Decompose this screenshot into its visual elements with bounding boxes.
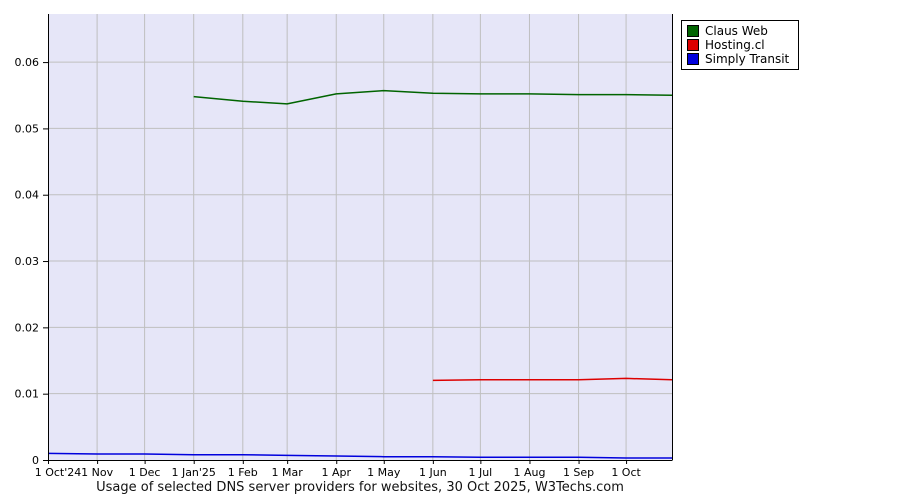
legend-item-simply-transit: Simply Transit — [687, 52, 789, 66]
legend-label: Simply Transit — [705, 52, 790, 66]
x-tick-label: 1 Aug — [513, 466, 545, 479]
plot-background — [48, 14, 672, 460]
x-tick-label: 1 May — [367, 466, 401, 479]
x-tick-label: 1 Oct'24 — [35, 466, 82, 479]
x-tick-label: 1 Dec — [129, 466, 161, 479]
legend-label: Claus Web — [705, 24, 768, 38]
legend-item-claus-web: Claus Web — [687, 24, 789, 38]
series-lines — [47, 89, 673, 459]
x-tick-label: 1 Apr — [321, 466, 351, 479]
chart-title: Usage of selected DNS server providers f… — [96, 480, 624, 495]
series-line-simply-transit — [47, 452, 672, 459]
y-tick-label: 0.04 — [15, 189, 40, 202]
legend-swatch-blue — [687, 53, 699, 65]
y-tick-label: 0.05 — [15, 122, 40, 135]
gridlines — [48, 14, 672, 460]
y-tick-label: 0.01 — [15, 388, 40, 401]
y-tick-label: 0.03 — [15, 255, 40, 268]
series-line-hosting-cl — [432, 377, 673, 382]
x-tick-label: 1 Jun — [419, 466, 447, 479]
series-line-claus-web — [193, 89, 673, 105]
legend-swatch-green — [687, 25, 699, 37]
x-tick-label: 1 Mar — [272, 466, 304, 479]
x-tick-label: 1 Feb — [228, 466, 258, 479]
x-tick-label: 1 Sep — [563, 466, 594, 479]
legend-label: Hosting.cl — [705, 38, 765, 52]
x-tick-label: 1 Jan'25 — [171, 466, 215, 479]
y-tick-label: 0 — [32, 454, 39, 467]
x-tick-label: 1 Nov — [81, 466, 113, 479]
axes — [43, 14, 673, 464]
y-tick-label: 0.02 — [15, 321, 40, 334]
legend: Claus Web Hosting.cl Simply Transit — [681, 20, 800, 70]
x-tick-label: 1 Oct — [611, 466, 641, 479]
legend-item-hosting-cl: Hosting.cl — [687, 38, 789, 52]
x-tick-label: 1 Jul — [468, 466, 492, 479]
y-tick-label: 0.06 — [15, 56, 40, 69]
tick-labels: 0 0.01 0.02 0.03 0.04 0.05 0.06 1 Oct'24 1 Nov 1 … — [15, 56, 642, 479]
legend-swatch-red — [687, 39, 699, 51]
